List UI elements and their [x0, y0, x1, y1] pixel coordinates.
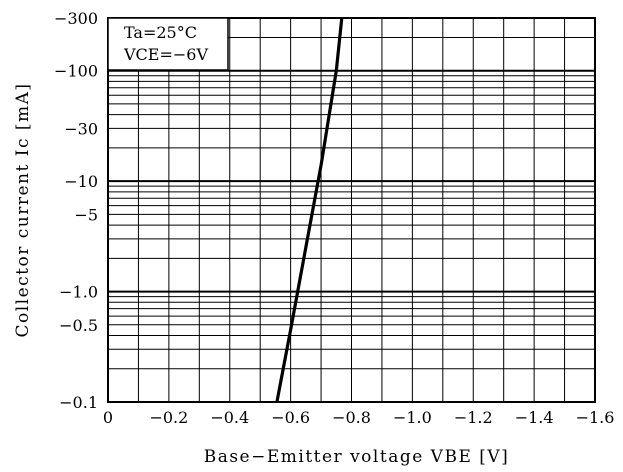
y-tick-label: −10 [64, 172, 98, 191]
temperature-label: Ta=25°C [124, 23, 197, 42]
y-tick-label: −0.5 [59, 316, 98, 335]
series-layer [275, 17, 344, 403]
y-tick-label: −1.0 [59, 283, 98, 302]
x-tick-label: −0.6 [271, 408, 310, 427]
x-tick-label: −0.2 [149, 408, 188, 427]
x-tick-label: −1.6 [576, 408, 615, 427]
y-tick-label: −0.1 [59, 393, 98, 412]
x-tick-label: −0.8 [332, 408, 371, 427]
x-axis-label: Base−Emitter voltage VBE [V] [204, 447, 510, 467]
grid [108, 18, 595, 402]
x-tick-label: −1.2 [454, 408, 493, 427]
y-tick-label: −100 [54, 62, 98, 81]
x-tick-label: −0.4 [210, 408, 249, 427]
condition-legend: Ta=25°C VCE=−6V [107, 17, 229, 71]
vce-label: VCE=−6V [123, 45, 208, 64]
y-axis-label: Collector current Ic [mA] [13, 82, 33, 337]
tick-labels: 0 −0.2 −0.4 −0.6 −0.8 −1.0 −1.2 −1.4 −1.6 −0.1 −0.… [54, 9, 614, 427]
plot-frame [107, 17, 596, 403]
y-tick-label: −5 [74, 205, 98, 224]
x-tick-label: 0 [103, 408, 113, 427]
ic-vbe-curve [275, 17, 344, 403]
y-tick-label: −300 [54, 9, 98, 28]
condition-box [107, 17, 229, 71]
x-tick-label: −1.0 [393, 408, 432, 427]
x-tick-label: −1.4 [515, 408, 554, 427]
y-tick-label: −30 [64, 119, 98, 138]
